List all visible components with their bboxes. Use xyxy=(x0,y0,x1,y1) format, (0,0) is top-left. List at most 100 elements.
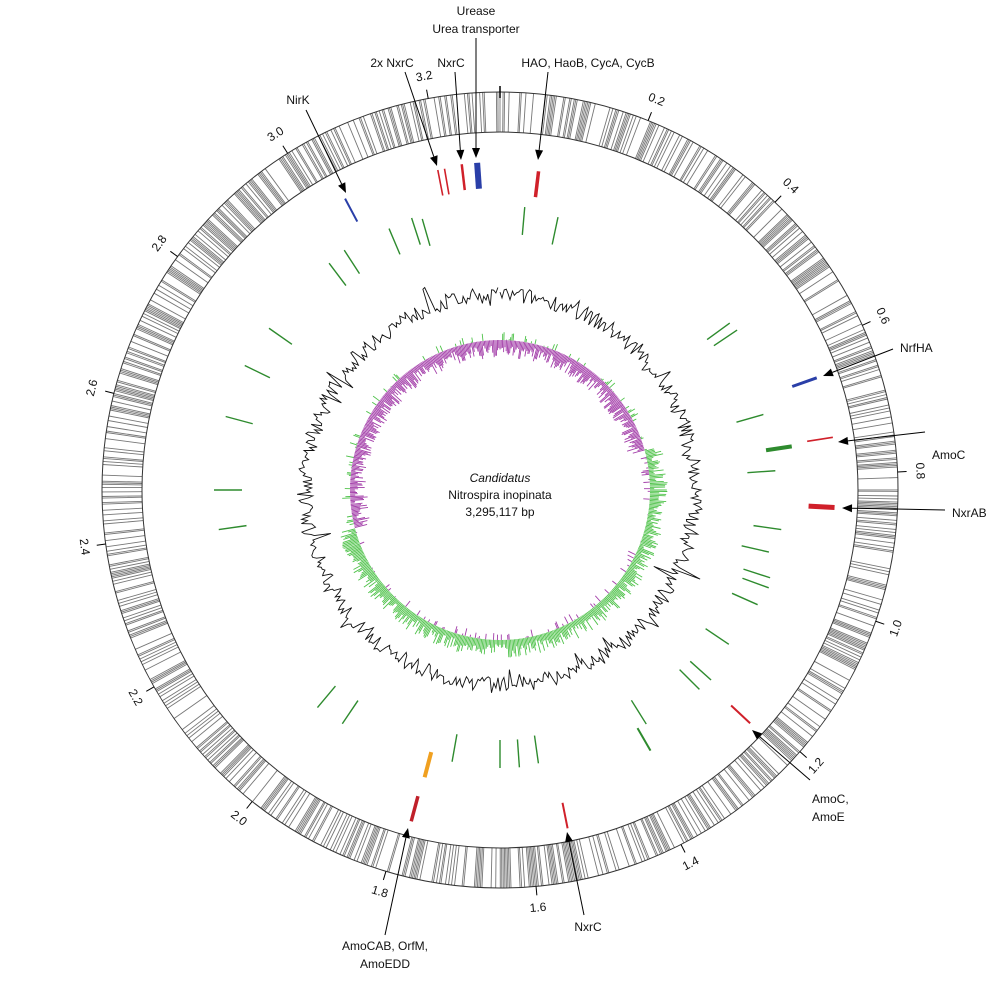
scale-tick xyxy=(382,871,387,881)
arrow-head xyxy=(429,155,438,166)
annotated-gene-mark xyxy=(460,164,467,191)
scale-tick xyxy=(282,145,289,154)
feature-mark xyxy=(706,322,731,341)
annotated-gene-mark xyxy=(765,444,793,453)
scale-tick-label: 1.0 xyxy=(886,618,905,639)
scale-tick-label: 1.4 xyxy=(680,853,702,873)
annotated-gene-mark xyxy=(807,436,833,443)
scale-tick xyxy=(105,390,115,394)
scale-tick xyxy=(647,112,652,121)
annotated-gene-mark xyxy=(443,168,450,195)
scale-tick-label: 0.8 xyxy=(913,462,928,480)
arrow-head xyxy=(565,832,573,843)
arrow-head xyxy=(838,436,849,445)
center-size: 3,295,117 bp xyxy=(465,505,535,519)
ring-inner xyxy=(141,131,859,849)
feature-mark xyxy=(316,685,336,709)
feature-mark xyxy=(679,669,700,690)
feature-mark xyxy=(689,660,712,681)
scale-tick xyxy=(680,844,686,853)
arrow-head xyxy=(456,149,465,160)
arrow-head xyxy=(842,504,853,513)
annotation-arrow xyxy=(538,71,549,151)
feature-mark xyxy=(713,329,738,347)
scale-tick-label: 2.4 xyxy=(77,538,93,557)
annotation-arrow xyxy=(454,71,461,151)
scale-tick-label: 1.6 xyxy=(529,900,547,915)
annotation-label: AmoE xyxy=(812,810,845,824)
annotation-label: AmoC, xyxy=(812,792,849,806)
scale-tick-label: 0.6 xyxy=(873,305,893,326)
annotated-gene-mark xyxy=(808,503,835,511)
scale-tick xyxy=(246,801,253,809)
gc-skew-positive xyxy=(340,332,668,658)
annotated-gene-mark xyxy=(409,795,420,822)
annotation-label: NxrC xyxy=(574,920,602,934)
feature-mark xyxy=(341,700,359,725)
annotation-label: AmoEDD xyxy=(360,957,410,971)
scale-tick-label: 0.2 xyxy=(646,90,667,109)
annotated-gene-mark xyxy=(474,162,482,189)
scale-tick xyxy=(146,686,155,692)
annotation-label: AmoC xyxy=(932,448,966,462)
annotation-label: Urease xyxy=(457,4,496,18)
scale-tick xyxy=(96,543,106,546)
annotation-arrow xyxy=(404,71,435,157)
feature-mark xyxy=(244,364,271,379)
gene-stripes xyxy=(101,91,899,889)
annotation-arrow xyxy=(384,837,407,936)
annotation-label: HAO, HaoB, CycA, CycB xyxy=(521,56,654,70)
scale-tick xyxy=(875,620,885,625)
annotation-label: AmoCAB, OrfM, xyxy=(342,939,428,953)
scale-tick xyxy=(170,250,178,257)
gc-content xyxy=(297,286,703,693)
arrow-head xyxy=(535,149,544,160)
scale-tick xyxy=(799,751,808,758)
feature-mark xyxy=(630,699,647,725)
feature-mark xyxy=(218,524,247,531)
feature-mark xyxy=(747,470,776,474)
feature-mark xyxy=(736,413,764,423)
annotated-gene-mark xyxy=(561,802,569,829)
feature-mark xyxy=(451,734,458,762)
scale-tick-label: 2.0 xyxy=(228,807,250,829)
annotation-arrow xyxy=(851,507,946,511)
gc-skew-negative xyxy=(349,339,650,641)
scale-tick xyxy=(774,195,782,203)
feature-mark xyxy=(705,628,730,645)
annotation-label: NrfHA xyxy=(900,341,933,355)
arrow-head xyxy=(401,828,410,839)
feature-mark xyxy=(516,739,521,768)
feature-mark xyxy=(743,568,771,579)
arrow-head xyxy=(823,368,834,377)
scale-tick xyxy=(535,886,538,896)
annotation-label: Urea transporter xyxy=(432,22,519,36)
scale-tick-label: 1.2 xyxy=(805,754,827,776)
annotated-gene-mark xyxy=(422,751,434,778)
feature-mark xyxy=(410,217,421,245)
annotated-gene-mark xyxy=(344,198,359,223)
annotated-gene-mark xyxy=(636,727,652,752)
annotation-arrow xyxy=(847,431,926,442)
scale-tick-label: 1.8 xyxy=(370,882,390,900)
annotation-label: NirK xyxy=(286,93,309,107)
scale-tick-label: 3.0 xyxy=(265,124,287,145)
annotation-arrow xyxy=(568,841,585,916)
annotation-arrow xyxy=(305,109,343,185)
scale-tick-label: 0.4 xyxy=(780,175,802,197)
annotation-label: 2x NxrC xyxy=(370,56,414,70)
scale-tick xyxy=(426,89,429,99)
feature-mark xyxy=(388,228,401,255)
feature-mark xyxy=(753,524,782,531)
scale-tick xyxy=(862,321,871,326)
feature-mark xyxy=(328,262,347,286)
feature-mark xyxy=(551,216,559,245)
feature-mark xyxy=(742,577,769,589)
arrow-head xyxy=(752,730,763,740)
arrow-head xyxy=(338,182,346,193)
feature-mark xyxy=(343,249,361,275)
layers: 0.2 0.4 0.6 0.8 1.0 1.2 1.4 1.6 1.8 2.0 2.2 2.4 2.6 2… xyxy=(77,4,987,971)
feature-mark xyxy=(731,592,758,606)
center-genus: Candidatus xyxy=(470,471,531,485)
